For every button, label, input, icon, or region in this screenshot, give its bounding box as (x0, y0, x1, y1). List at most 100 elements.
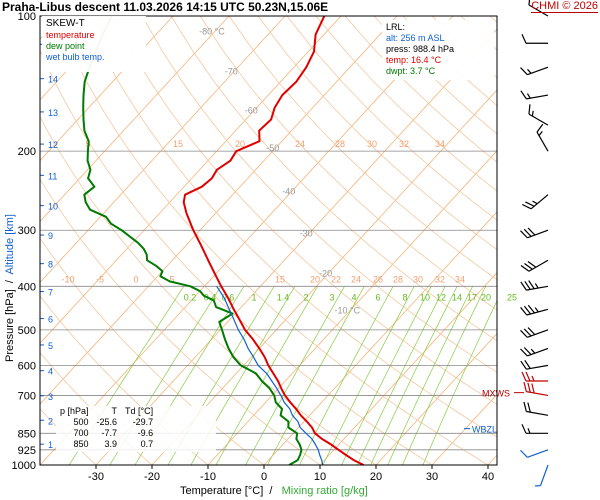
mixing-ratio-label: 1.4 (277, 292, 290, 302)
theta-label: 28 (393, 274, 403, 284)
theta-label: 22 (331, 274, 341, 284)
table-row: 850 3.9 0.7 (56, 439, 157, 450)
theta-label: 30 (413, 274, 423, 284)
wbzl-marker: WBZL (472, 425, 497, 435)
isotherm-line (263, 211, 497, 465)
table-cell: -9.6 (137, 428, 154, 438)
mixing-ratio-label: 17 (467, 292, 477, 302)
wind-barb-flag (520, 306, 528, 316)
dry-adiabat (344, 16, 497, 163)
wind-barb-flag (520, 90, 527, 100)
wind-barb-staff (527, 229, 549, 239)
wind-barb (523, 401, 549, 416)
theta-label: 20 (235, 139, 245, 149)
table-header: Td [°C] (125, 406, 154, 416)
x-axis-label: Temperature [°C] / Mixing ratio [g/kg] (180, 485, 368, 497)
table-cell: 500 (73, 417, 89, 427)
wind-barb-flag (525, 371, 531, 382)
legend-item-wetbulb: wet bulb temp. (46, 52, 105, 62)
mxws-marker: MXWS (482, 389, 510, 399)
temperature-line (182, 16, 365, 465)
y-axis-label-altitude: Altitude [km] (4, 214, 16, 275)
mixing-ratio-label: 3 (329, 292, 334, 302)
mixing-ratio-label: 6 (375, 292, 380, 302)
isotherm-line (40, 16, 174, 162)
altitude-tick-label: 9 (48, 231, 53, 241)
pressure-tick-label: 600 (18, 360, 36, 372)
wind-barb-flag (527, 304, 535, 314)
wind-barb-half (534, 283, 539, 289)
altitude-tick-label: 5 (48, 341, 53, 351)
pressure-tick-label: 400 (18, 281, 36, 293)
y-axis-label: Pressure [hPa] / Altitude [km] (4, 214, 16, 362)
altitude-tick-label: 13 (48, 108, 58, 118)
theta-label: 5 (169, 274, 174, 284)
wind-barb-staff (528, 259, 549, 272)
mixing-ratio-line (245, 286, 345, 465)
isotherm-line (431, 393, 497, 465)
x-tick-label: 40 (482, 471, 494, 483)
dry-adiabat (54, 16, 489, 465)
wetbulb-line (216, 285, 324, 465)
wind-barb-half (527, 428, 531, 434)
x-tick-label: 0 (261, 471, 267, 483)
isotherm-line (40, 16, 398, 405)
wind-barb-flag (527, 227, 536, 236)
wind-barb (520, 304, 549, 316)
wind-barb-staff (527, 66, 549, 76)
altitude-tick-label: 6 (48, 315, 53, 325)
mixing-ratio-label: 1 (251, 292, 256, 302)
lcl-title: LRL: (386, 22, 406, 32)
lcl-temp: temp: 16.4 °C (386, 55, 442, 65)
isotherm-line (40, 16, 454, 465)
table-cell: 3.9 (104, 439, 118, 449)
copyright-label: CHMI © 2026 (531, 0, 598, 13)
dry-adiabat (431, 16, 497, 79)
x-axis-label-mixing: Mixing ratio [g/kg] (281, 485, 368, 497)
wind-barb-flag (524, 263, 533, 270)
wind-barb (523, 381, 549, 397)
plot-frame (39, 15, 498, 466)
mixing-ratio-label: 14 (452, 292, 462, 302)
dry-adiabat (257, 16, 497, 251)
pressure-tick-label: 1000 (12, 460, 36, 472)
wind-barb-flag (525, 201, 535, 207)
wind-barb (522, 194, 549, 210)
theta-label: 28 (335, 139, 345, 149)
altitude-tick-label: 14 (48, 75, 58, 85)
wind-barb-staff (527, 449, 549, 458)
table-cell: -29.7 (132, 417, 154, 427)
wind-barb-staff (536, 131, 549, 152)
wind-barb (535, 464, 549, 487)
wind-barb (520, 90, 549, 100)
isotherm-line (40, 16, 286, 283)
wind-barb-flag (521, 34, 527, 44)
pressure-tick-label: 500 (18, 325, 36, 337)
wind-barb-flag (524, 360, 531, 369)
wind-barb (520, 360, 549, 370)
wind-barb-flag (520, 67, 528, 76)
pressure-tick-label: 200 (18, 146, 36, 158)
wind-barb-flag (536, 123, 544, 133)
mixing-ratio-label: 10 (420, 292, 430, 302)
legend: SKEW-T temperature dew point wet bulb te… (42, 16, 146, 72)
wind-barb-flag (523, 347, 532, 355)
x-tick-label: 30 (426, 471, 438, 483)
altitude-tick-label: 4 (48, 367, 53, 377)
wind-barb-flag (523, 305, 532, 315)
wind-barb-flag (522, 203, 532, 210)
table-cell: 700 (73, 428, 89, 438)
wind-barb (536, 123, 549, 152)
table-row: 700 -7.7 -9.6 (56, 428, 157, 439)
altitude-tick-label: 11 (48, 171, 57, 181)
isotherm-line (151, 89, 497, 465)
isotherm-label: -60 (245, 106, 258, 116)
wind-barb (520, 259, 549, 272)
mixing-ratio-label: 20 (481, 292, 491, 302)
dry-adiabat (170, 16, 497, 342)
isotherm-line (40, 16, 230, 223)
wind-barb (520, 449, 549, 458)
wind-barb-half (530, 348, 536, 354)
wind-barb (520, 227, 549, 239)
x-tick-label: -10 (200, 471, 216, 483)
